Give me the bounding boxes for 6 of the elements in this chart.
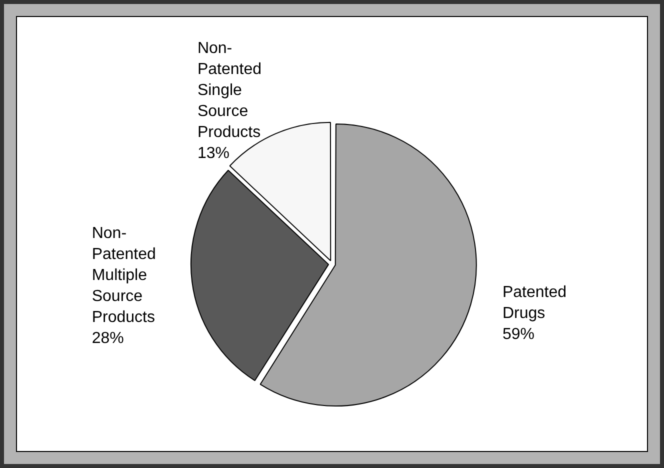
slice-label: Non-Patented Multiple Source Products [92,225,156,326]
data-label: 13% [197,145,230,162]
slice-label: Non-Patented Single Source Products [197,40,262,142]
data-label: 28% [92,330,124,348]
data-label: 59% [502,326,534,343]
slice-label: Patented Drugs [502,284,567,322]
